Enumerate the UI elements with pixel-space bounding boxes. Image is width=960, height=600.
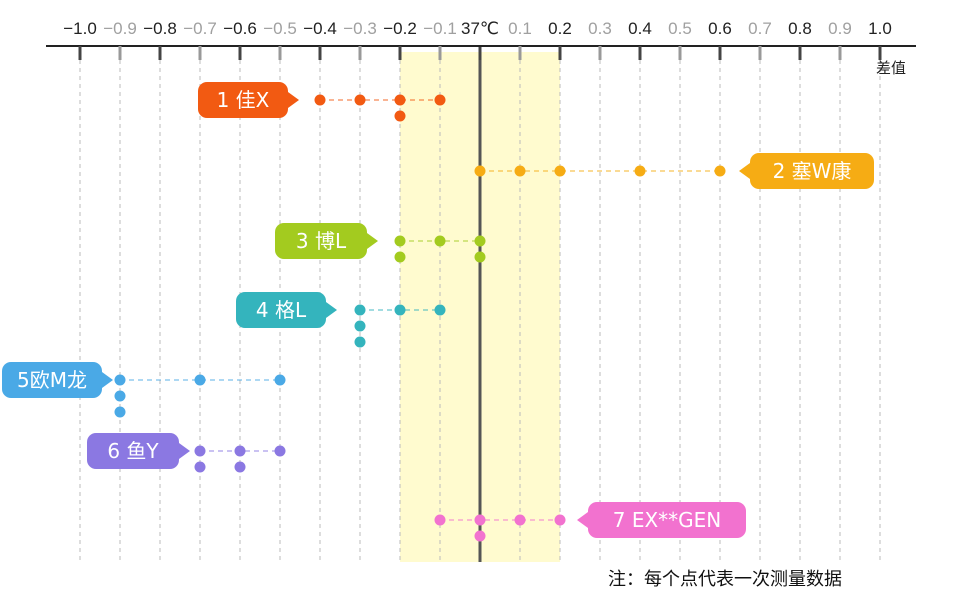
tick-label: −0.6	[223, 19, 257, 38]
data-point	[194, 461, 206, 473]
data-point	[474, 165, 486, 177]
series-label-pointer	[577, 512, 588, 528]
tick-label: 0.2	[548, 19, 572, 38]
x-axis-label: 差值	[876, 59, 906, 77]
series-2: 2 塞W康	[474, 153, 874, 189]
data-point	[474, 514, 486, 526]
series-group: 1 佳X 2 塞W康 3 博L 4 格L 5欧M龙 6 鱼Y 7 EX**GEN	[2, 82, 874, 542]
tick-label: 0.7	[748, 19, 772, 38]
data-point	[234, 461, 246, 473]
tick-label: 0.1	[508, 19, 532, 38]
reference-line-group: 37℃	[461, 19, 499, 562]
series-label: 1 佳X	[217, 88, 270, 112]
series-label-pill	[87, 433, 179, 469]
series-6: 6 鱼Y	[87, 433, 286, 473]
tick-label: 0.5	[668, 19, 692, 38]
series-1: 1 佳X	[198, 82, 446, 122]
tick-label: 1.0	[868, 19, 892, 38]
tick-label: −0.8	[143, 19, 177, 38]
series-3: 3 博L	[275, 223, 486, 263]
series-4: 4 格L	[236, 292, 446, 348]
data-point	[714, 165, 726, 177]
tick-label: −0.5	[263, 19, 297, 38]
tick-label: 0.4	[628, 19, 652, 38]
reference-label: 37℃	[461, 19, 499, 38]
tick-label: −0.7	[183, 19, 217, 38]
data-point	[234, 445, 246, 457]
series-label: 4 格L	[256, 298, 307, 322]
x-axis: −1.0 −0.9 −0.8 −0.7 −0.6 −0.5 −0.4 −0.3 −0.2 −0.1…	[46, 19, 916, 60]
data-point	[514, 514, 526, 526]
series-label-pill	[198, 82, 288, 118]
series-label-pill	[588, 502, 746, 538]
data-point	[354, 304, 366, 316]
data-point	[394, 235, 406, 247]
series-label-pill	[236, 292, 326, 328]
data-point	[394, 304, 406, 316]
data-point	[434, 94, 446, 106]
data-point	[274, 445, 286, 457]
data-point	[394, 251, 406, 263]
data-point	[354, 320, 366, 332]
data-point	[434, 514, 446, 526]
tick-label: 0.8	[788, 19, 812, 38]
series-label: 5欧M龙	[17, 368, 87, 392]
gridlines	[79, 52, 881, 562]
data-point	[194, 445, 206, 457]
tick-label: 0.9	[828, 19, 852, 38]
data-point	[394, 110, 406, 122]
series-label-pointer	[288, 92, 299, 108]
chart-note: 注：每个点代表一次测量数据	[608, 569, 842, 590]
tick-label: −0.3	[343, 19, 377, 38]
data-point	[394, 94, 406, 106]
data-point	[474, 251, 486, 263]
series-label-pointer	[179, 443, 190, 459]
tick-label: −0.2	[383, 19, 417, 38]
data-point	[434, 304, 446, 316]
series-label-pointer	[739, 163, 750, 179]
tick-label: −1.0	[63, 19, 97, 38]
series-label-pointer	[102, 372, 113, 388]
data-point	[274, 374, 286, 386]
data-point	[354, 336, 366, 348]
data-point	[474, 235, 486, 247]
data-point	[554, 165, 566, 177]
tick-label: −0.4	[303, 19, 337, 38]
data-point	[634, 165, 646, 177]
tick-label: −0.9	[103, 19, 137, 38]
data-point	[474, 530, 486, 542]
series-label-pill	[275, 223, 367, 259]
data-point	[514, 165, 526, 177]
data-point	[554, 514, 566, 526]
tick-label: −0.1	[423, 19, 457, 38]
series-label-pointer	[326, 302, 337, 318]
data-point	[114, 406, 126, 418]
data-point	[194, 374, 206, 386]
data-point	[114, 374, 126, 386]
series-label: 6 鱼Y	[107, 439, 159, 463]
tick-label: 0.3	[588, 19, 612, 38]
data-point	[354, 94, 366, 106]
series-7: 7 EX**GEN	[434, 502, 746, 542]
data-point	[114, 390, 126, 402]
series-5: 5欧M龙	[2, 362, 286, 418]
series-label: 3 博L	[296, 229, 347, 253]
data-point	[314, 94, 326, 106]
tick-label: 0.6	[708, 19, 732, 38]
series-label: 7 EX**GEN	[613, 508, 722, 532]
data-point	[434, 235, 446, 247]
series-label-pill	[2, 362, 102, 398]
series-label-pill	[750, 153, 874, 189]
series-label-pointer	[367, 233, 378, 249]
series-label: 2 塞W康	[773, 159, 852, 183]
